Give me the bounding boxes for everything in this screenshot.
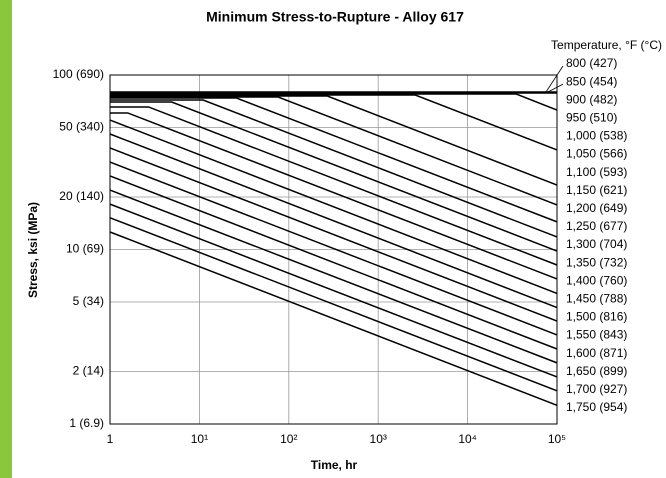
legend-label: 1,600 (871) <box>566 346 627 360</box>
legend-label: 1,550 (843) <box>566 328 627 342</box>
series-line <box>110 99 558 238</box>
y-tick-label: 100 (690) <box>53 67 104 81</box>
series-line <box>110 106 558 266</box>
x-tick-label: 10⁴ <box>458 432 477 446</box>
series-line <box>109 147 558 322</box>
series-line <box>109 203 558 378</box>
leader-line <box>545 83 564 94</box>
legend-label: 800 (427) <box>566 56 617 70</box>
y-tick-label: 5 (34) <box>73 294 104 308</box>
y-tick-label: 50 (340) <box>59 120 104 134</box>
x-tick-label: 1 <box>107 432 114 446</box>
series-line <box>110 97 558 223</box>
series-line <box>109 175 558 350</box>
legend-label: 900 (482) <box>566 92 617 106</box>
series-line <box>110 94 558 151</box>
series-line <box>110 93 558 111</box>
legend-label: 1,650 (899) <box>566 364 627 378</box>
series-line <box>109 133 558 309</box>
y-axis-label: Stress, ksi (MPa) <box>26 202 40 298</box>
y-tick-label: 20 (140) <box>59 189 104 203</box>
chart-title: Minimum Stress-to-Rupture - Alloy 617 <box>206 9 464 25</box>
series-line <box>110 101 558 252</box>
y-tick-label: 1 (6.9) <box>69 416 104 430</box>
series-line <box>110 96 558 206</box>
legend-label: 1,200 (649) <box>566 201 627 215</box>
y-tick-label: 10 (69) <box>66 242 104 256</box>
y-tick-label: 2 (14) <box>73 364 104 378</box>
legend-label: 1,150 (621) <box>566 183 627 197</box>
legend-label: 1,450 (788) <box>566 291 627 305</box>
legend-label: 1,100 (593) <box>566 165 627 179</box>
legend-label: 950 (510) <box>566 110 617 124</box>
legend-label: 1,350 (732) <box>566 255 627 269</box>
side-strip <box>0 0 12 478</box>
series-line <box>110 95 558 186</box>
legend-title: Temperature, °F (°C) <box>551 38 662 52</box>
x-axis-label: Time, hr <box>311 458 358 472</box>
plot-frame <box>109 74 558 425</box>
legend-label: 1,400 (760) <box>566 273 627 287</box>
x-tick-label: 10³ <box>370 432 387 446</box>
x-tick-label: 10¹ <box>191 432 208 446</box>
legend-label: 1,500 (816) <box>566 310 627 324</box>
legend-label: 1,750 (954) <box>566 400 627 414</box>
series-line <box>109 231 558 406</box>
series-line <box>109 119 558 295</box>
x-tick-label: 10⁵ <box>548 432 566 446</box>
legend-label: 1,250 (677) <box>566 219 627 233</box>
legend-label: 1,700 (927) <box>566 382 627 396</box>
leader-line <box>545 65 564 93</box>
legend-label: 1,300 (704) <box>566 237 627 251</box>
series-line <box>109 217 558 392</box>
series-line <box>109 189 558 364</box>
legend-label: 1,050 (566) <box>566 147 627 161</box>
series-line <box>109 161 558 336</box>
legend-label: 1,000 (538) <box>566 129 627 143</box>
x-tick-label: 10² <box>280 432 297 446</box>
legend-label: 850 (454) <box>566 74 617 88</box>
series-line <box>110 112 558 280</box>
